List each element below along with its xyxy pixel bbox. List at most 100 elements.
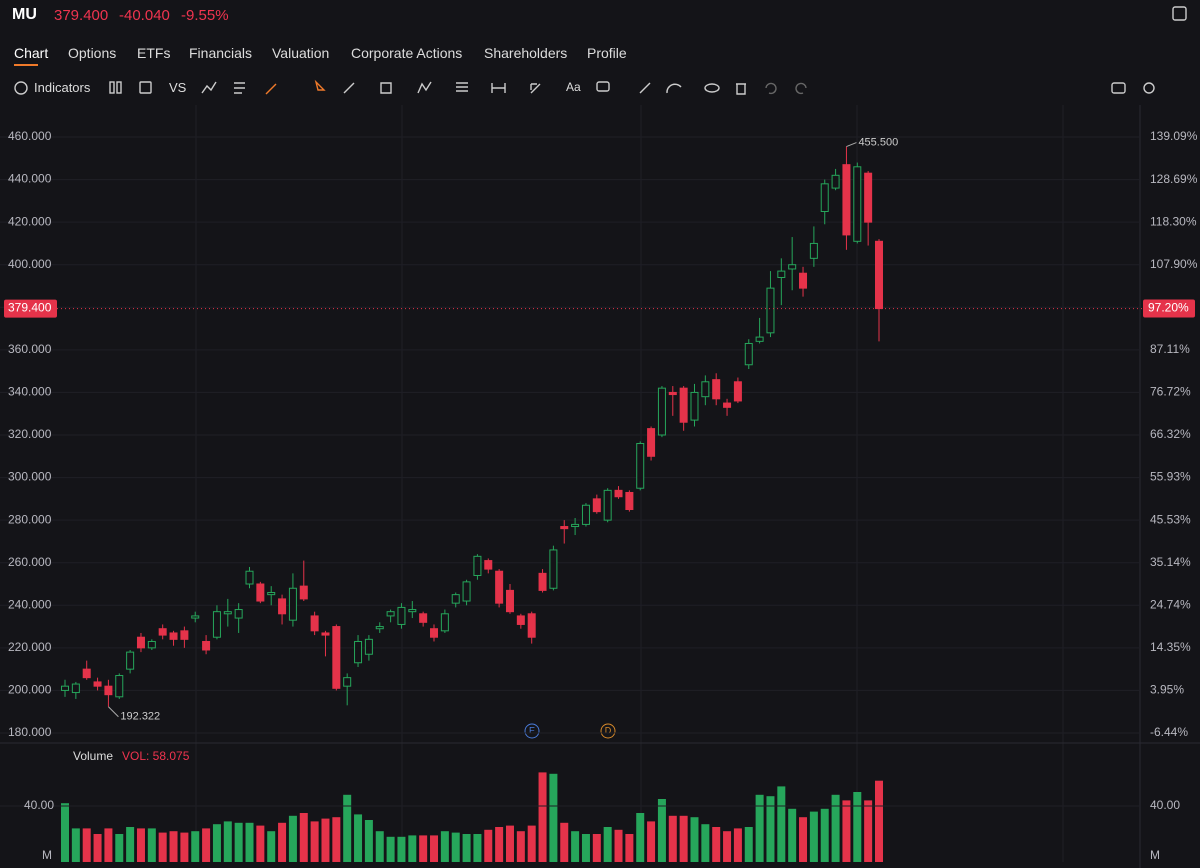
candle-body: [169, 632, 178, 640]
y-tick-label: 440.000: [8, 172, 52, 186]
event-marker[interactable]: E: [524, 723, 540, 739]
volume-bar: [332, 817, 341, 862]
candle-body: [202, 640, 211, 651]
indicators-icon[interactable]: [14, 81, 28, 95]
candle-body: [636, 443, 645, 489]
volume-bar: [505, 825, 514, 862]
volume-bar: [147, 828, 156, 862]
volume-bar: [397, 836, 406, 862]
volume-bar: [234, 822, 243, 862]
candle-body: [267, 592, 276, 596]
volume-bar: [527, 825, 536, 862]
volume-bar: [864, 800, 873, 862]
volume-bar: [799, 817, 808, 862]
candle-body: [701, 381, 710, 398]
volume-bar: [581, 834, 590, 862]
tab[interactable]: Corporate Actions: [351, 45, 463, 61]
compare-button[interactable]: VS: [169, 80, 187, 95]
volume-bar: [875, 780, 883, 862]
last-price-label: 379.400: [8, 301, 52, 315]
change: -40.040: [119, 7, 170, 24]
candle-body: [679, 387, 688, 423]
candle-body: [853, 166, 862, 242]
volume-bar: [278, 822, 287, 862]
candle-body: [234, 609, 243, 619]
volume-bar: [343, 794, 352, 862]
volume-bar: [712, 827, 721, 862]
candle-body: [364, 638, 373, 655]
y-tick-label: 360.000: [8, 342, 52, 356]
candle-body: [820, 183, 829, 212]
volume-bar: [223, 821, 232, 862]
candle-body: [657, 387, 666, 436]
tab[interactable]: ETFs: [137, 45, 171, 61]
candle-body: [332, 626, 341, 689]
last-pct-box: [1143, 299, 1195, 318]
volume-bar: [245, 822, 254, 862]
y2-tick-label: 66.32%: [1150, 427, 1191, 441]
y2-tick-label: -6.44%: [1150, 725, 1188, 739]
volume-bar: [701, 824, 710, 862]
volume-bar: [288, 815, 297, 862]
toolbar-icons[interactable]: [109, 79, 1155, 95]
tab[interactable]: Shareholders: [484, 45, 568, 61]
tab[interactable]: Profile: [587, 45, 627, 61]
volume-bar: [136, 828, 145, 862]
volume-bar: [473, 834, 482, 862]
event-label: D: [605, 725, 612, 735]
candle-body: [147, 640, 156, 649]
tab[interactable]: Options: [68, 45, 117, 61]
candle-body: [397, 606, 406, 625]
y-tick-label: 180.000: [8, 725, 52, 739]
y2-tick-label: 76.72%: [1150, 385, 1191, 399]
candle-body: [799, 272, 808, 289]
volume-bar: [842, 800, 851, 862]
candle-body: [723, 402, 732, 408]
candle-body: [625, 491, 634, 511]
candle-body: [440, 613, 449, 632]
candle-body: [288, 587, 297, 621]
candle-body: [581, 504, 590, 525]
y2-tick-label: 87.11%: [1150, 342, 1190, 356]
volume-bar: [733, 828, 742, 862]
tab[interactable]: Financials: [189, 45, 253, 61]
volume-bar: [419, 835, 428, 862]
volume-bar: [495, 827, 504, 862]
indicators-button[interactable]: Indicators: [34, 80, 91, 95]
volume-legend-value: VOL: 58.075: [122, 749, 190, 763]
event-marker[interactable]: D: [600, 723, 616, 739]
volume-bar: [690, 817, 699, 862]
panel-toggle[interactable]: [1172, 6, 1187, 21]
volume-bar: [549, 773, 558, 862]
event-label: E: [529, 725, 535, 735]
text-tool[interactable]: Aa: [566, 80, 581, 94]
candle-body: [191, 615, 200, 619]
y-tick-label: 220.000: [8, 640, 52, 654]
candle-body: [603, 489, 612, 521]
y2-tick-label: 118.30%: [1150, 214, 1197, 228]
volume-bar: [71, 828, 80, 862]
active-tab-underline: [14, 64, 38, 66]
volume-bar: [104, 828, 113, 862]
y-tick-label: 460.000: [8, 129, 52, 143]
candle-body: [777, 270, 786, 278]
tab[interactable]: Chart: [14, 45, 49, 61]
volume-bar: [603, 827, 612, 862]
candle-body: [831, 174, 840, 189]
tab[interactable]: Valuation: [272, 45, 330, 61]
volume-bar: [169, 831, 178, 862]
volume-bar: [440, 831, 449, 862]
volume-title: Volume: [73, 749, 113, 763]
y2-tick-label: 14.35%: [1150, 640, 1191, 654]
candle-body: [592, 498, 601, 513]
volume-bar: [202, 828, 211, 862]
volume-bar: [853, 792, 862, 862]
candle-body: [310, 615, 319, 632]
volume-bar: [61, 803, 69, 862]
price: 379.400: [54, 7, 109, 24]
volume-bar: [408, 835, 417, 862]
volume-bar: [668, 815, 677, 862]
candle-body: [647, 428, 656, 457]
volume-bar: [560, 822, 569, 862]
